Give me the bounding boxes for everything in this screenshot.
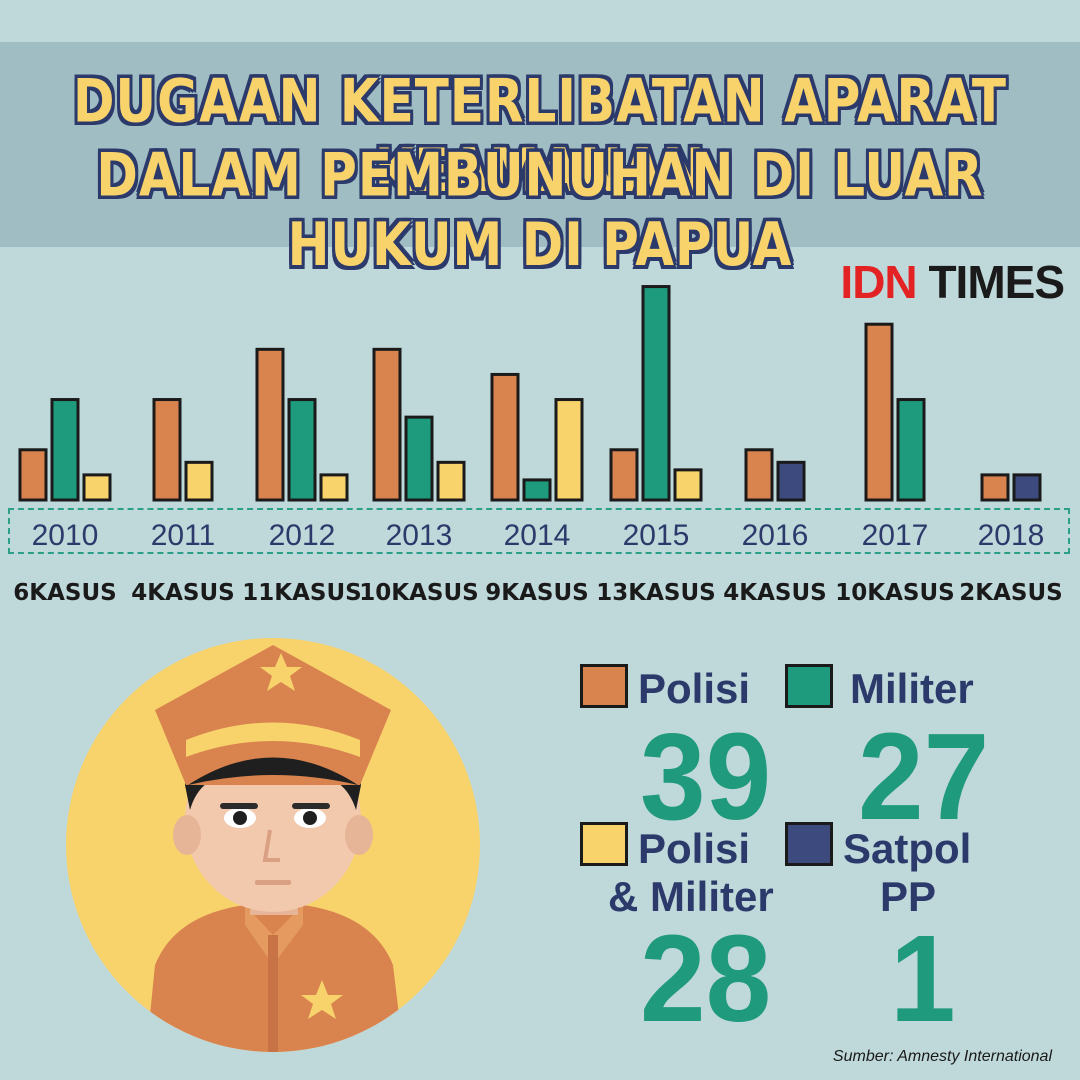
bar-2014-militer (522, 478, 552, 502)
year-label-2010: 2010 (32, 519, 99, 552)
bar-2012-militer (287, 398, 317, 502)
title-line-2: DALAM PEMBUNUHAN DI LUAR HUKUM DI PAPUA (96, 140, 984, 280)
legend-label-polisi: Polisi (638, 665, 751, 712)
case-count-2010: 6KASUS (13, 580, 116, 606)
logo-times: TIMES (928, 256, 1065, 308)
case-count-2017: 10KASUS (835, 580, 954, 606)
year-label-2012: 2012 (269, 519, 336, 552)
case-count-2018: 2KASUS (959, 580, 1062, 606)
legend-label-polisi-militer-2: & Militer (608, 873, 774, 920)
bar-2017-militer (896, 398, 926, 502)
source-note: Sumber: Amnesty International (832, 1048, 1052, 1065)
legend-label-militer: Militer (850, 665, 974, 712)
total-satpol-pp: 1 (890, 909, 956, 1049)
bar-2015-militer (641, 285, 671, 502)
legend-swatch-polisi (580, 664, 628, 708)
legend-label-polisi-militer-1: Polisi (638, 825, 751, 872)
legend-swatch-polisi-militer (580, 822, 628, 866)
case-count-2013: 10KASUS (359, 580, 478, 606)
legend-swatch-militer (785, 664, 833, 708)
bar-2015-polisi-militer (673, 468, 703, 502)
case-count-2016: 4KASUS (723, 580, 826, 606)
bar-2012-polisi-militer (319, 473, 349, 502)
total-polisi-militer: 28 (640, 909, 772, 1049)
year-label-2016: 2016 (742, 519, 809, 552)
bar-2011-polisi-militer (184, 460, 214, 502)
bar-2016-polisi (744, 448, 774, 502)
bar-2014-polisi (490, 372, 520, 502)
bar-2017-polisi (864, 322, 894, 502)
bar-2013-polisi (372, 347, 402, 502)
title-band (0, 42, 1080, 247)
bar-2018-polisi (980, 473, 1010, 502)
bar-2010-polisi-militer (82, 473, 112, 502)
legend-swatch-satpol-pp (785, 822, 833, 866)
bar-2012-polisi (255, 347, 285, 502)
case-count-2011: 4KASUS (131, 580, 234, 606)
case-count-2012: 11KASUS (242, 580, 361, 606)
year-label-2013: 2013 (386, 519, 453, 552)
police-officer-illustration (66, 638, 480, 1052)
legend-label-satpol-1: Satpol (843, 825, 972, 872)
year-label-2018: 2018 (978, 519, 1045, 552)
bar-2013-polisi-militer (436, 460, 466, 502)
case-count-2015: 13KASUS (596, 580, 715, 606)
year-label-2015: 2015 (623, 519, 690, 552)
bar-2018-satpol-pp (1012, 473, 1042, 502)
bar-2010-polisi (18, 448, 48, 502)
bar-2013-militer (404, 415, 434, 502)
year-label-2017: 2017 (862, 519, 929, 552)
total-militer: 27 (858, 707, 990, 847)
bar-2014-polisi-militer (554, 398, 584, 502)
total-polisi: 39 (640, 707, 772, 847)
bar-chart: 2010 6KASUS 2011 4KASUS 2012 11KASUS 2013 10KAS… (13, 285, 1063, 606)
bar-2011-polisi (152, 398, 182, 502)
idn-times-logo: IDN TIMES (840, 255, 1065, 309)
year-label-2011: 2011 (151, 519, 216, 552)
logo-idn: IDN (840, 256, 917, 308)
bar-2016-satpol-pp (776, 460, 806, 502)
bar-2010-militer (50, 398, 80, 502)
bar-2015-polisi (609, 448, 639, 502)
year-band (8, 508, 1070, 554)
year-label-2014: 2014 (504, 519, 571, 552)
case-count-2014: 9KASUS (485, 580, 588, 606)
legend-label-satpol-2: PP (880, 873, 937, 920)
title-line-1: DUGAAN KETERLIBATAN APARAT KEAMANAN (73, 66, 1007, 206)
